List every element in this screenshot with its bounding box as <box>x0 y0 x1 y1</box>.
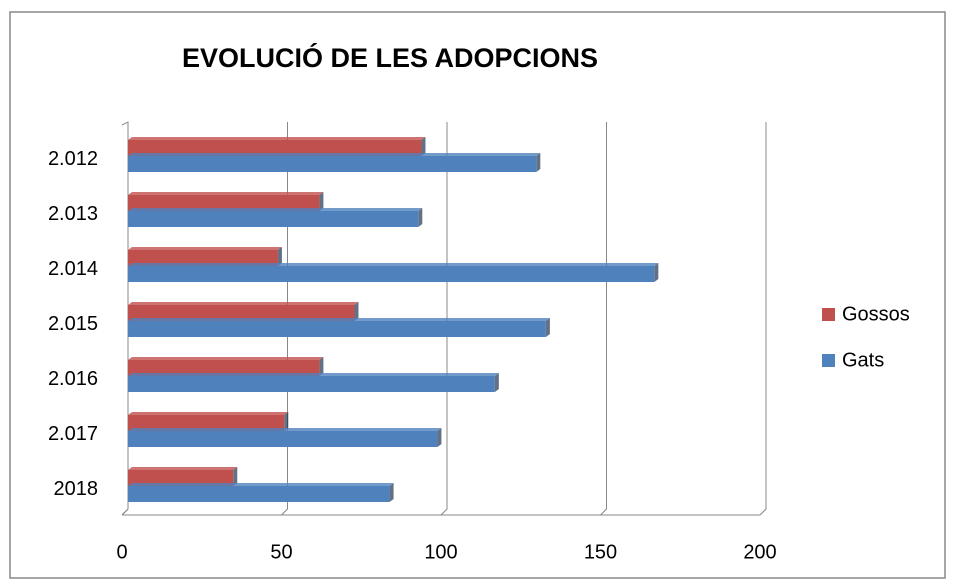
y-tick-label: 2.013 <box>48 203 98 225</box>
bar-side <box>389 483 394 502</box>
bar-top <box>128 247 282 250</box>
bar <box>128 431 438 447</box>
bar <box>128 195 320 211</box>
bar <box>128 266 655 282</box>
x-tick-label: 0 <box>116 541 127 563</box>
bar <box>128 140 422 156</box>
bar <box>128 415 285 431</box>
y-tick-label: 2.017 <box>48 423 98 445</box>
y-tick-label: 2.016 <box>48 368 98 390</box>
bar-side <box>284 412 289 431</box>
bar-side <box>418 208 423 227</box>
bar <box>128 376 495 392</box>
legend-swatch <box>822 308 835 321</box>
grid-line <box>281 122 288 516</box>
legend-label: Gossos <box>842 303 910 325</box>
bar <box>128 321 546 337</box>
bar-side <box>536 153 541 172</box>
grid-line <box>440 122 448 516</box>
bar <box>128 211 419 227</box>
bar-top <box>128 302 359 305</box>
bar-side <box>354 302 359 321</box>
x-tick-label: 200 <box>743 541 776 563</box>
bar-top <box>128 467 238 470</box>
bar <box>128 470 234 486</box>
bar-top <box>128 483 394 486</box>
y-tick-label: 2.014 <box>48 258 98 280</box>
bar-top <box>128 263 659 266</box>
bar-top <box>128 192 324 195</box>
bar-side <box>545 318 550 337</box>
bar-side <box>421 137 426 156</box>
bar-top <box>128 137 426 140</box>
bar-top <box>128 373 499 376</box>
bar <box>128 486 390 502</box>
y-tick-label: 2018 <box>54 478 99 500</box>
bar-top <box>128 357 324 360</box>
bar <box>128 156 537 172</box>
bar-top <box>128 412 289 415</box>
x-tick-label: 150 <box>584 541 617 563</box>
chart-title: EVOLUCIÓ DE LES ADOPCIONS <box>182 42 598 73</box>
bar <box>128 305 355 321</box>
bar-side <box>437 428 442 447</box>
bar <box>128 250 278 266</box>
y-tick-label: 2.012 <box>48 148 98 170</box>
bar-side <box>319 357 324 376</box>
legend-swatch <box>822 354 835 367</box>
bar-side <box>654 263 659 282</box>
bar-side <box>233 467 238 486</box>
x-tick-label: 100 <box>424 541 457 563</box>
bar-side <box>319 192 324 211</box>
grid-line <box>600 122 607 516</box>
bar <box>128 360 320 376</box>
bar-top <box>128 208 423 211</box>
bar-top <box>128 318 550 321</box>
bar-top <box>128 428 442 431</box>
x-tick-label: 50 <box>270 541 292 563</box>
bar-side <box>494 373 499 392</box>
y-tick-label: 2.015 <box>48 313 98 335</box>
bar-top <box>128 153 541 156</box>
bar-side <box>277 247 282 266</box>
grid-line <box>759 122 767 516</box>
legend-label: Gats <box>842 349 884 371</box>
